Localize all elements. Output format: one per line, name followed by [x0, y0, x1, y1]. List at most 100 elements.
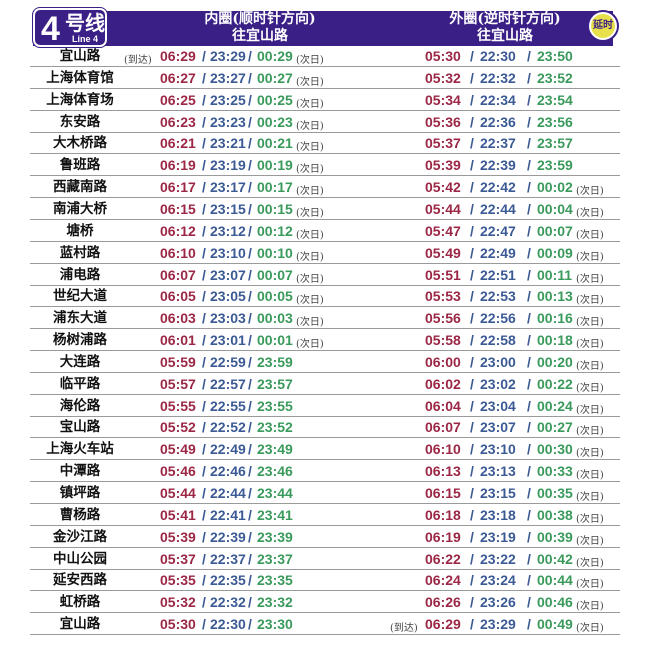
inner-late-train: 00:17: [257, 179, 293, 196]
separator: /: [527, 616, 531, 633]
separator: /: [248, 200, 252, 217]
inner-first-train: 05:41: [160, 506, 196, 523]
station-name: 宜山路: [59, 48, 101, 64]
outer-last-train: 22:36: [480, 113, 516, 130]
station-name: 南浦大桥: [53, 200, 107, 217]
table-row: 中山公园 05:37/22:37/23:37 06:22/23:22/00:42 (次…: [30, 548, 620, 570]
outer-last-train: 22:39: [480, 157, 516, 174]
outer-late-train: 00:44: [537, 572, 573, 589]
inner-last-train: 22:37: [210, 550, 246, 567]
inner-last-train: 23:03: [210, 310, 246, 327]
inner-loop-destination: 往宜山路: [232, 28, 288, 44]
separator: /: [527, 463, 531, 480]
next-day-note: (次日): [296, 273, 324, 285]
station-name: 塘桥: [66, 222, 94, 239]
separator: /: [248, 375, 252, 392]
inner-first-train: 05:30: [160, 616, 196, 633]
separator: /: [202, 179, 206, 196]
table-row: 宝山路 05:52/22:52/23:52 06:07/23:07/00:27 (次日…: [30, 416, 620, 439]
inner-last-train: 22:49: [210, 441, 246, 458]
separator: /: [470, 572, 474, 589]
table-row: 浦东大道 06:03/23:03/00:03 (次日) 05:56/22:56/00:…: [30, 307, 620, 330]
line-number: 4: [41, 10, 60, 48]
next-day-note: (次日): [576, 295, 604, 307]
separator: /: [202, 222, 206, 239]
station-name: 上海火车站: [46, 441, 114, 458]
inner-last-train: 22:41: [210, 506, 246, 523]
outer-last-train: 22:58: [480, 332, 516, 349]
inner-first-train: 06:25: [160, 91, 196, 108]
inner-first-train: 05:44: [160, 485, 196, 501]
separator: /: [470, 528, 474, 545]
table-row: 西藏南路 06:17/23:17/00:17 (次日) 05:42/22:42/00:…: [30, 176, 620, 199]
outer-last-train: 23:29: [480, 616, 516, 633]
table-row: 上海体育馆 06:27/23:27/00:27 (次日) 05:32/22:32/23…: [30, 67, 620, 89]
separator: /: [470, 616, 474, 633]
separator: /: [248, 419, 252, 436]
inner-late-train: 23:52: [257, 419, 293, 436]
separator: /: [527, 310, 531, 327]
inner-last-train: 23:23: [210, 113, 246, 130]
station-name: 宜山路: [59, 616, 101, 633]
separator: /: [470, 266, 474, 283]
separator: /: [202, 266, 206, 283]
outer-late-train: 00:09: [537, 244, 573, 261]
station-name: 虹桥路: [59, 594, 101, 611]
table-row: 中潭路 05:46/22:46/23:46 06:13/23:13/00:33 (次日…: [30, 460, 620, 483]
outer-first-train: 05:56: [425, 310, 461, 327]
separator: /: [470, 463, 474, 480]
inner-last-train: 23:05: [210, 288, 246, 305]
inner-first-train: 05:46: [160, 463, 196, 480]
next-day-note: (次日): [296, 295, 324, 307]
header-bar: [33, 11, 613, 46]
table-row: 东安路 06:23/23:23/00:23 (次日) 05:36/22:36/23:5…: [30, 111, 620, 133]
outer-last-train: 23:26: [480, 594, 516, 611]
next-day-note: (次日): [576, 535, 604, 547]
separator: /: [202, 69, 206, 86]
next-day-note: (次日): [576, 470, 604, 482]
separator: /: [202, 375, 206, 392]
separator: /: [527, 288, 531, 305]
inner-last-train: 23:07: [210, 266, 246, 283]
separator: /: [202, 485, 206, 501]
next-day-note: (次日): [576, 426, 604, 438]
separator: /: [470, 594, 474, 611]
separator: /: [248, 69, 252, 86]
separator: /: [248, 288, 252, 305]
outer-late-train: 00:18: [537, 332, 573, 349]
table-row: 浦电路 06:07/23:07/00:07 (次日) 05:51/22:51/00:1…: [30, 264, 620, 286]
outer-late-train: 00:11: [537, 266, 573, 283]
outer-first-train: 06:26: [425, 594, 461, 611]
outer-late-train: 00:20: [537, 353, 573, 370]
inner-late-train: 00:12: [257, 222, 293, 239]
next-day-note: (次日): [576, 229, 604, 241]
inner-first-train: 06:29: [160, 48, 196, 64]
inner-loop-header: 内圈(顺时针方向) 往宜山路: [160, 11, 360, 45]
station-name: 东安路: [59, 113, 101, 130]
outer-first-train: 05:51: [425, 266, 461, 283]
inner-late-train: 00:05: [257, 288, 293, 305]
inner-late-train: 23:39: [257, 528, 293, 545]
outer-last-train: 23:02: [480, 375, 516, 392]
table-row: 镇坪路 05:44/22:44/23:44 06:15/23:15/00:35 (次日…: [30, 482, 620, 504]
outer-first-train: 06:18: [425, 506, 461, 523]
outer-first-train: 05:42: [425, 179, 461, 196]
separator: /: [202, 528, 206, 545]
separator: /: [202, 419, 206, 436]
next-day-note: (次日): [576, 207, 604, 219]
inner-late-train: 00:21: [257, 135, 293, 152]
separator: /: [248, 91, 252, 108]
separator: /: [527, 485, 531, 501]
station-name: 上海体育场: [46, 91, 114, 108]
station-name: 世纪大道: [53, 288, 107, 305]
inner-late-train: 23:55: [257, 397, 293, 414]
next-day-note: (次日): [296, 339, 324, 351]
outer-loop-destination: 往宜山路: [477, 28, 533, 44]
separator: /: [248, 135, 252, 152]
separator: /: [470, 244, 474, 261]
next-day-note: (次日): [576, 448, 604, 460]
outer-last-train: 23:15: [480, 485, 516, 501]
inner-late-train: 00:19: [257, 157, 293, 174]
next-day-note: (次日): [296, 164, 324, 176]
outer-late-train: 00:24: [537, 397, 573, 414]
